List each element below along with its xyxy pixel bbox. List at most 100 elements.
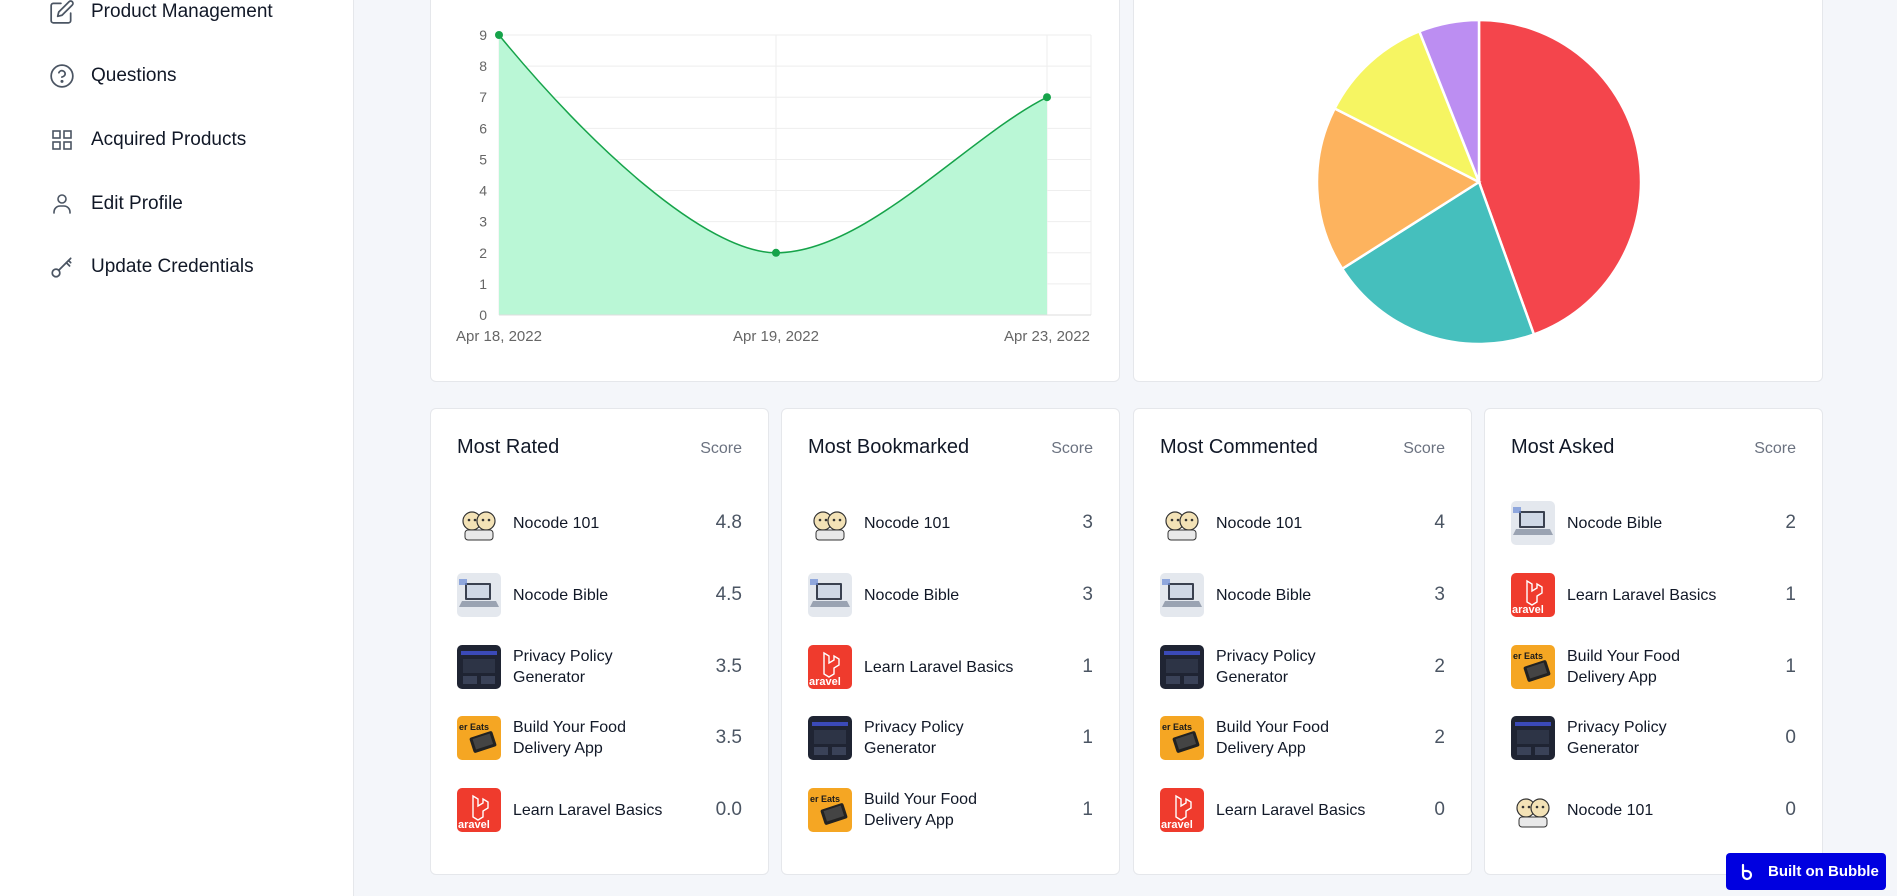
product-thumbnail <box>457 573 501 617</box>
product-row[interactable]: aravel Learn Laravel Basics 1 <box>808 644 1093 690</box>
product-name: Build Your Food Delivery App <box>864 791 977 829</box>
product-name: Build Your Food Delivery App <box>1216 719 1329 757</box>
product-name: Privacy Policy Generator <box>1567 719 1667 757</box>
product-thumbnail <box>1160 645 1204 689</box>
pie-slice[interactable] <box>1417 18 1481 183</box>
y-tick-label: 6 <box>479 120 487 136</box>
svg-text:aravel: aravel <box>1512 604 1544 616</box>
y-tick-label: 9 <box>479 27 487 43</box>
product-score: 3.5 <box>715 727 742 748</box>
product-row[interactable]: Nocode 101 0 <box>1511 787 1796 833</box>
product-thumbnail <box>808 501 852 545</box>
svg-text:er Eats: er Eats <box>1513 651 1543 661</box>
product-score: 0 <box>1785 799 1796 820</box>
x-tick-label: Apr 19, 2022 <box>733 328 819 345</box>
product-name: Learn Laravel Basics <box>513 801 663 819</box>
card-title: Most Bookmarked <box>808 436 970 458</box>
svg-text:er Eats: er Eats <box>459 722 489 732</box>
product-thumbnail <box>1160 573 1204 617</box>
product-thumbnail <box>1511 501 1555 545</box>
product-name: Learn Laravel Basics <box>1216 801 1366 819</box>
product-row[interactable]: er Eats Build Your Food Delivery App 3.5 <box>457 715 742 761</box>
sidebar-item-update-credentials[interactable]: Update Credentials <box>48 247 254 287</box>
product-row[interactable]: Privacy Policy Generator 0 <box>1511 715 1796 761</box>
product-name: Nocode Bible <box>1567 514 1663 532</box>
product-thumbnail: er Eats <box>1511 645 1555 689</box>
built-on-bubble-badge[interactable]: Built on Bubble <box>1726 853 1886 890</box>
svg-text:aravel: aravel <box>1161 819 1193 831</box>
pie-slice[interactable] <box>1340 180 1536 346</box>
product-row[interactable]: Nocode Bible 3 <box>808 572 1093 618</box>
product-row[interactable]: er Eats Build Your Food Delivery App 1 <box>1511 644 1796 690</box>
sidebar-item-questions[interactable]: Questions <box>48 56 177 96</box>
product-score: 1 <box>1082 799 1093 820</box>
product-score: 3 <box>1082 584 1093 605</box>
activity-chart-card: 0 1 2 3 4 5 6 7 8 9 Apr 18, 2022 Apr 19, 2022 Apr 23… <box>430 0 1120 382</box>
y-tick-label: 5 <box>479 151 487 167</box>
product-score: 1 <box>1082 727 1093 748</box>
score-column-label: Score <box>1051 440 1093 457</box>
product-thumbnail <box>808 573 852 617</box>
product-name: Privacy Policy Generator <box>864 719 964 757</box>
product-row[interactable]: Privacy Policy Generator 3.5 <box>457 644 742 690</box>
product-name: Learn Laravel Basics <box>864 658 1014 676</box>
product-row[interactable]: er Eats Build Your Food Delivery App 1 <box>808 787 1093 833</box>
product-score: 0.0 <box>715 799 742 820</box>
y-tick-label: 7 <box>479 89 487 105</box>
product-thumbnail: er Eats <box>1160 716 1204 760</box>
edit-icon <box>48 0 76 26</box>
score-column-label: Score <box>1403 440 1445 457</box>
product-name: Nocode 101 <box>513 514 600 532</box>
pie-slice[interactable] <box>1315 106 1482 271</box>
product-row[interactable]: Nocode 101 3 <box>808 500 1093 546</box>
product-row[interactable]: Nocode 101 4 <box>1160 500 1445 546</box>
data-point[interactable] <box>772 248 780 257</box>
product-row[interactable]: aravel Learn Laravel Basics 1 <box>1511 572 1796 618</box>
sidebar-item-label: Edit Profile <box>91 193 183 214</box>
product-name: Privacy Policy Generator <box>1216 648 1316 686</box>
product-row[interactable]: Privacy Policy Generator 2 <box>1160 644 1445 690</box>
product-score: 2 <box>1434 727 1445 748</box>
product-row[interactable]: aravel Learn Laravel Basics 0.0 <box>457 787 742 833</box>
product-row[interactable]: Nocode Bible 3 <box>1160 572 1445 618</box>
product-row[interactable]: Nocode Bible 2 <box>1511 500 1796 546</box>
product-score: 0 <box>1785 727 1796 748</box>
svg-text:er Eats: er Eats <box>810 794 840 804</box>
product-thumbnail: aravel <box>808 645 852 689</box>
product-name: Nocode Bible <box>864 586 960 604</box>
card-header: Most Rated Score <box>457 436 742 459</box>
product-score: 3.5 <box>715 656 742 677</box>
product-row[interactable]: er Eats Build Your Food Delivery App 2 <box>1160 715 1445 761</box>
key-icon <box>48 253 76 281</box>
product-score: 0 <box>1434 799 1445 820</box>
sidebar-item-edit-profile[interactable]: Edit Profile <box>48 184 183 224</box>
sidebar-item-acquired-products[interactable]: Acquired Products <box>48 120 246 160</box>
product-row[interactable]: Privacy Policy Generator 1 <box>808 715 1093 761</box>
product-thumbnail <box>457 501 501 545</box>
product-name: Nocode 101 <box>864 514 951 532</box>
product-score: 4.8 <box>715 512 742 533</box>
data-point[interactable] <box>1043 93 1051 102</box>
product-thumbnail <box>808 716 852 760</box>
y-tick-label: 3 <box>479 214 487 230</box>
distribution-chart-card <box>1133 0 1823 382</box>
product-thumbnail: er Eats <box>808 788 852 832</box>
product-row[interactable]: aravel Learn Laravel Basics 0 <box>1160 787 1445 833</box>
x-tick-label: Apr 18, 2022 <box>456 328 542 345</box>
card-title: Most Asked <box>1511 436 1615 458</box>
product-thumbnail <box>1511 716 1555 760</box>
product-thumbnail <box>1160 501 1204 545</box>
product-name: Build Your Food Delivery App <box>513 719 626 757</box>
pie-slice[interactable] <box>1477 18 1643 337</box>
most-bookmarked-card: Most Bookmarked Score Nocode 101 3 Nocode Bi… <box>781 408 1120 875</box>
product-row[interactable]: Nocode Bible 4.5 <box>457 572 742 618</box>
data-point[interactable] <box>495 31 503 39</box>
pie-slice[interactable] <box>1332 29 1482 185</box>
card-title: Most Commented <box>1160 436 1318 458</box>
svg-text:er Eats: er Eats <box>1162 722 1192 732</box>
product-row[interactable]: Nocode 101 4.8 <box>457 500 742 546</box>
grid-icon <box>48 126 76 154</box>
sidebar-item-product-management[interactable]: Product Management <box>48 0 273 32</box>
product-thumbnail: aravel <box>457 788 501 832</box>
product-thumbnail: er Eats <box>457 716 501 760</box>
